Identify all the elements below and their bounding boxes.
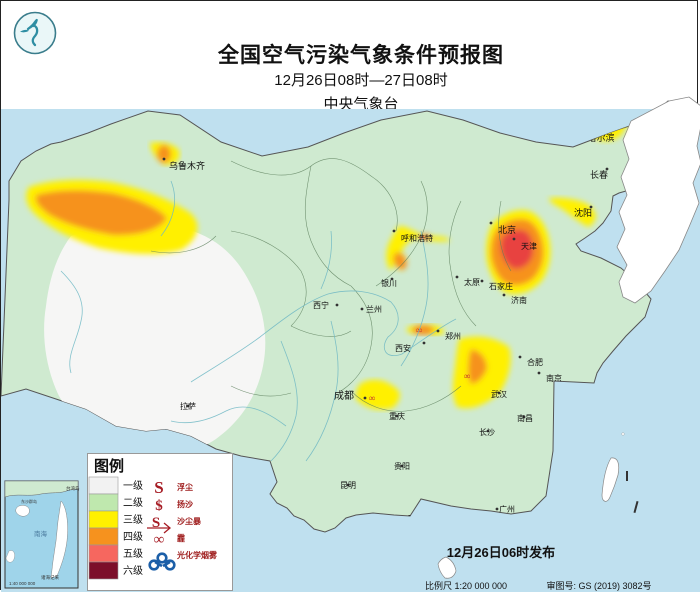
svg-text:三级: 三级 — [123, 514, 143, 526]
svg-text:沙尘暴: 沙尘暴 — [177, 516, 202, 526]
svg-text:诸海记来: 诸海记来 — [41, 574, 59, 581]
svg-text:东沙群岛: 东沙群岛 — [21, 498, 37, 504]
svg-text:浮尘: 浮尘 — [177, 482, 193, 492]
svg-text:S: S — [154, 478, 163, 497]
svg-text:五级: 五级 — [123, 548, 143, 560]
svg-text:12月26日06时发布: 12月26日06时发布 — [447, 545, 555, 560]
svg-text:六级: 六级 — [123, 565, 143, 577]
svg-text:比例尺 1:20 000 000: 比例尺 1:20 000 000 — [425, 580, 507, 591]
svg-text:二级: 二级 — [123, 497, 143, 509]
svg-text:四级: 四级 — [123, 531, 143, 543]
svg-text:光化学烟雾: 光化学烟雾 — [176, 550, 218, 560]
svg-text:一级: 一级 — [123, 480, 143, 492]
svg-text:南海: 南海 — [34, 529, 48, 538]
svg-text:扬沙: 扬沙 — [177, 499, 193, 509]
svg-text:台湾岛: 台湾岛 — [66, 485, 80, 492]
svg-text:∞: ∞ — [154, 532, 165, 548]
svg-text:$: $ — [155, 498, 163, 514]
svg-text:1:40 000 000: 1:40 000 000 — [9, 581, 36, 586]
svg-text:审图号: GS (2019) 3082号: 审图号: GS (2019) 3082号 — [546, 580, 651, 591]
svg-text:霾: 霾 — [177, 533, 185, 543]
